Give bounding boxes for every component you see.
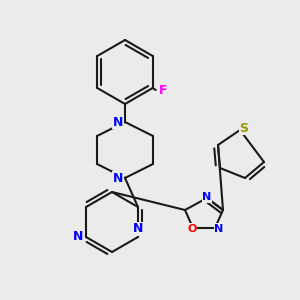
Text: S: S: [239, 122, 248, 134]
Text: N: N: [73, 230, 83, 244]
Text: N: N: [202, 192, 211, 202]
Text: N: N: [133, 223, 143, 236]
Text: N: N: [113, 172, 123, 184]
Text: N: N: [113, 116, 123, 128]
Text: O: O: [187, 224, 197, 234]
Text: F: F: [158, 85, 167, 98]
Text: N: N: [214, 224, 224, 234]
